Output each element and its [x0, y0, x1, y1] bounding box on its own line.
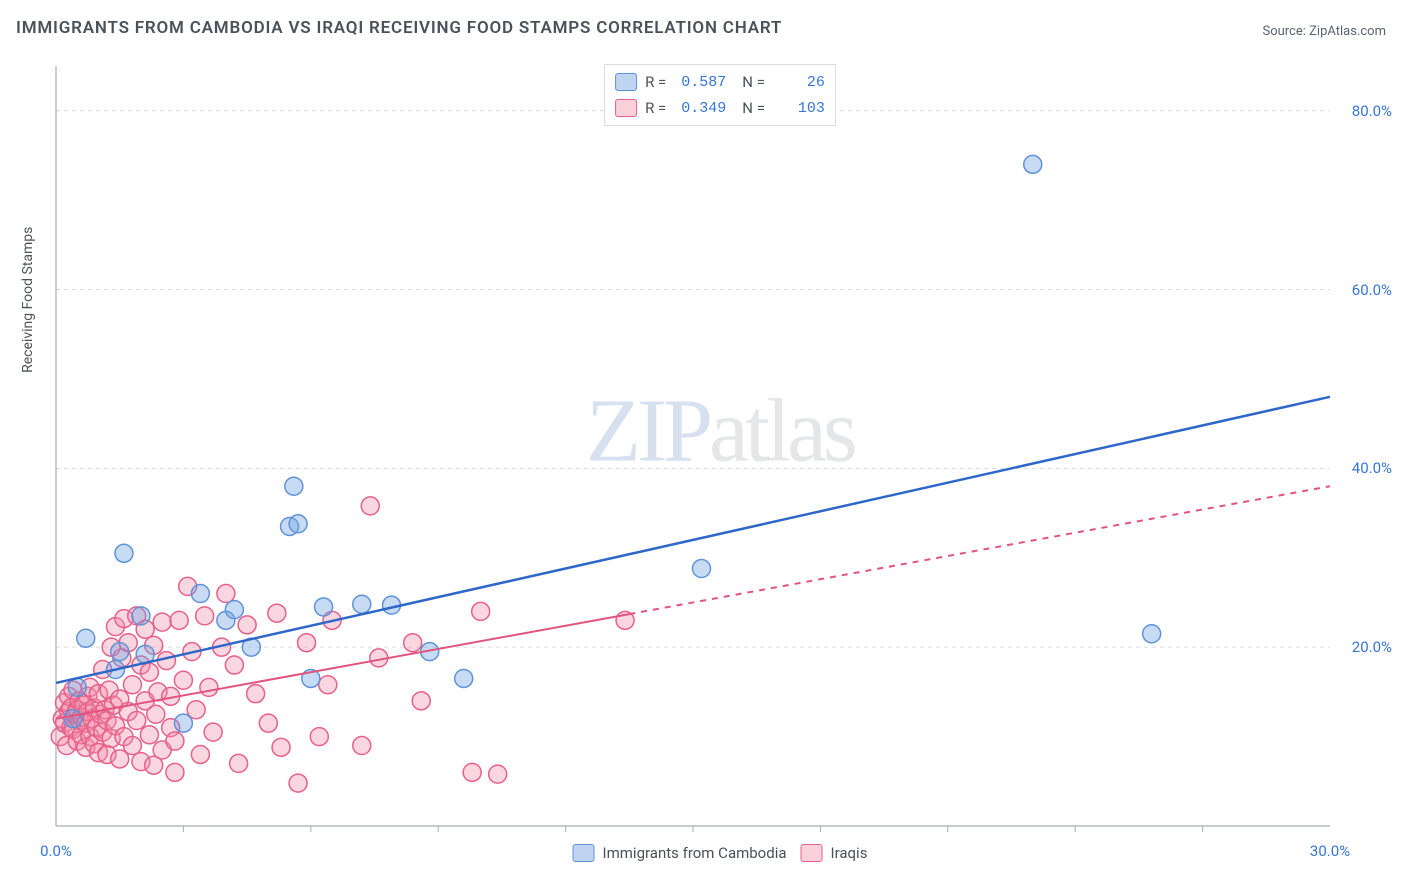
- r-value-cambodia: 0.587: [674, 74, 726, 91]
- r-value-iraqis: 0.349: [674, 100, 726, 117]
- plot-area: Receiving Food Stamps ZIPatlas R = 0.587…: [50, 60, 1390, 832]
- source-label: Source:: [1262, 24, 1309, 39]
- legend-item-iraqis: Iraqis: [801, 844, 868, 862]
- legend-stats: R = 0.587 N = 26 R = 0.349 N = 103: [604, 64, 836, 126]
- y-tick-label: 20.0%: [1352, 638, 1392, 656]
- chart-title: IMMIGRANTS FROM CAMBODIA VS IRAQI RECEIV…: [16, 18, 782, 38]
- legend-label-cambodia: Immigrants from Cambodia: [603, 844, 787, 862]
- n-label: N =: [742, 73, 765, 91]
- legend-stats-row-iraqis: R = 0.349 N = 103: [615, 95, 825, 121]
- r-label: R =: [645, 99, 666, 117]
- y-tick-label: 40.0%: [1352, 459, 1392, 477]
- x-tick-label: 30.0%: [1310, 842, 1350, 860]
- y-axis-label: Receiving Food Stamps: [20, 227, 36, 373]
- legend-label-iraqis: Iraqis: [831, 844, 868, 862]
- scatter-chart: [50, 60, 1340, 832]
- n-value-cambodia: 26: [773, 74, 825, 91]
- y-tick-label: 80.0%: [1352, 102, 1392, 120]
- swatch-blue-icon: [615, 73, 637, 91]
- swatch-pink-icon: [801, 844, 823, 862]
- x-tick-label: 0.0%: [40, 842, 72, 860]
- source-name: ZipAtlas.com: [1309, 24, 1386, 39]
- y-tick-label: 60.0%: [1352, 281, 1392, 299]
- r-label: R =: [645, 73, 666, 91]
- swatch-pink-icon: [615, 99, 637, 117]
- n-label: N =: [742, 99, 765, 117]
- legend-stats-row-cambodia: R = 0.587 N = 26: [615, 69, 825, 95]
- legend-item-cambodia: Immigrants from Cambodia: [573, 844, 787, 862]
- legend-series: Immigrants from Cambodia Iraqis: [573, 844, 868, 862]
- n-value-iraqis: 103: [773, 100, 825, 117]
- source-attribution: Source: ZipAtlas.com: [1262, 24, 1386, 39]
- swatch-blue-icon: [573, 844, 595, 862]
